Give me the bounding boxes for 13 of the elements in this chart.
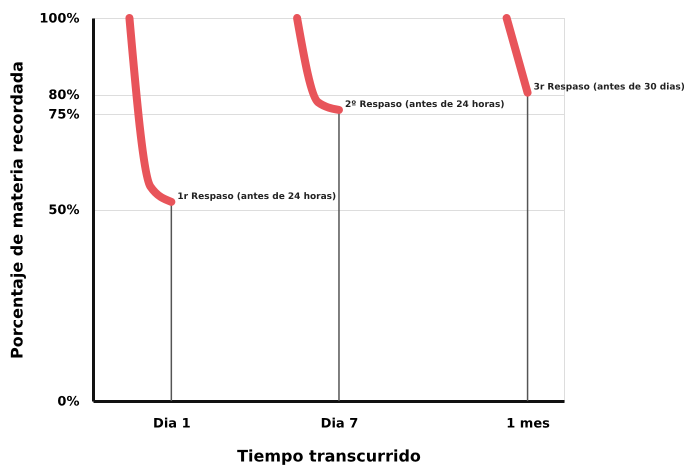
y-tick-label: 80% [48,88,80,104]
y-tick-label: 0% [57,394,80,410]
annotation: 1r Respaso (antes de 24 horas) [177,192,336,202]
x-tick-label: Dia 1 [153,416,191,432]
annotation: 3r Respaso (antes de 30 dias) [534,82,684,93]
x-tick-label: 1 mes [506,416,550,432]
x-tick-label: Dia 7 [320,416,358,432]
y-tick-label: 100% [39,12,80,26]
annotation: 2º Respaso (antes de 24 horas) [344,100,504,110]
x-axis-title: Tiempo transcurrido [237,446,421,466]
y-tick-label: 75% [48,107,80,122]
y-axis-title: Porcentaje de materia recordada [7,61,26,359]
y-tick-label: 50% [48,203,80,218]
